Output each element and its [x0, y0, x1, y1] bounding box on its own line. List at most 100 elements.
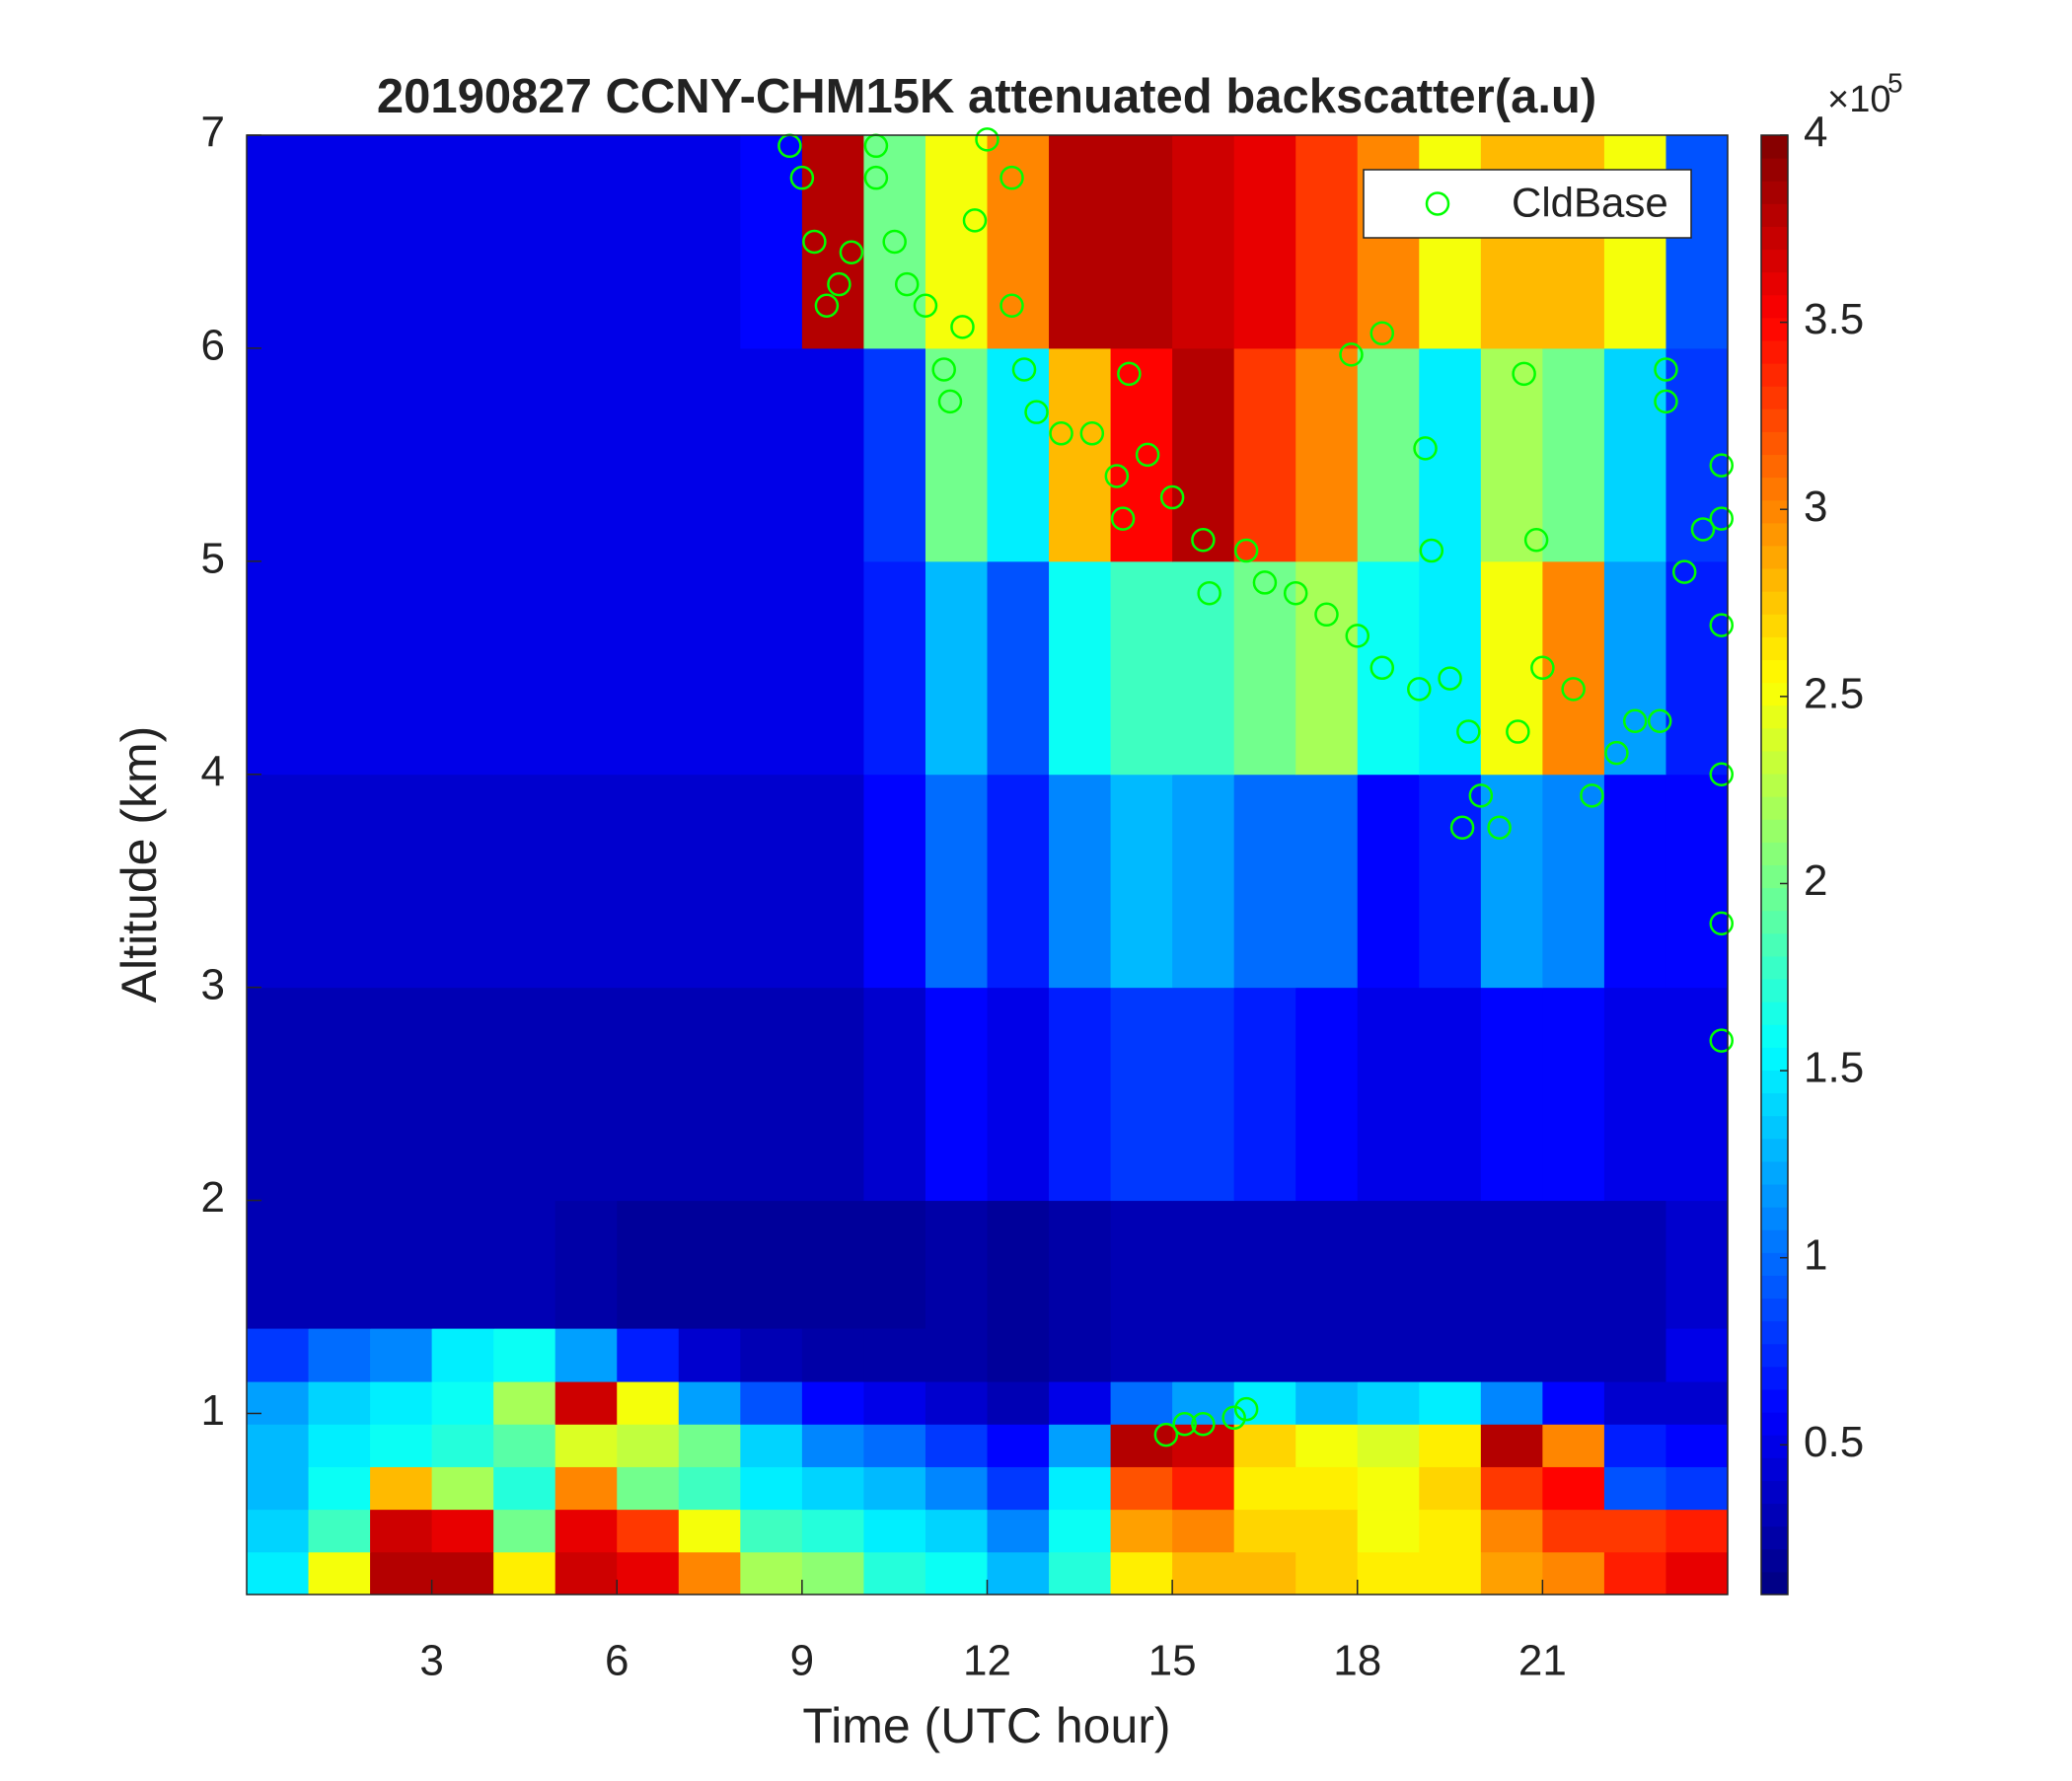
- colorbar-tick-label: 2.5: [1804, 669, 1864, 717]
- heatmap-cell: [801, 1466, 864, 1511]
- heatmap-cell: [1419, 774, 1482, 989]
- heatmap-cell: [1172, 1381, 1235, 1425]
- heatmap-cell: [247, 1328, 310, 1382]
- heatmap-cell: [370, 135, 433, 349]
- heatmap-cell: [1110, 987, 1173, 1202]
- heatmap-cell: [247, 1200, 310, 1329]
- cloud-base-point: [1191, 527, 1216, 553]
- cloud-base-point: [1449, 815, 1475, 840]
- heatmap-cell: [678, 987, 741, 1202]
- heatmap-cell: [493, 560, 556, 776]
- heatmap-cell: [1419, 135, 1482, 349]
- heatmap-cell: [1110, 1381, 1173, 1425]
- colorbar-step: [1761, 386, 1788, 409]
- colorbar-step: [1761, 1092, 1788, 1117]
- heatmap-cell: [801, 987, 864, 1202]
- heatmap-cell: [617, 560, 680, 776]
- cloud-base-point: [1487, 815, 1512, 840]
- heatmap-cell: [1357, 1424, 1420, 1467]
- heatmap-cell: [1480, 1200, 1543, 1329]
- heatmap-cell: [1480, 1509, 1543, 1553]
- cloud-base-point: [863, 165, 889, 190]
- heatmap-cell: [1603, 1200, 1666, 1329]
- colorbar-step: [1761, 1366, 1788, 1390]
- heatmap-cell: [431, 987, 494, 1202]
- colorbar-step: [1761, 135, 1788, 159]
- colorbar-step: [1761, 864, 1788, 889]
- colorbar-step: [1761, 545, 1788, 569]
- cloud-base-point: [1197, 580, 1221, 606]
- cloud-base-point: [1233, 538, 1259, 563]
- heatmap-cell: [493, 1200, 556, 1329]
- heatmap-cell: [1419, 1509, 1482, 1553]
- cloud-base-point: [931, 357, 956, 382]
- cloud-base-point: [1135, 442, 1160, 468]
- colorbar-step: [1761, 1252, 1788, 1276]
- heatmap-cell: [1295, 135, 1359, 349]
- heatmap-cell: [1233, 1328, 1296, 1382]
- heatmap-cell: [493, 135, 556, 349]
- colorbar-step: [1761, 979, 1788, 1002]
- heatmap-cell: [863, 1551, 926, 1595]
- heatmap-cell: [1603, 135, 1666, 349]
- cloud-base-point: [1654, 389, 1678, 414]
- cloud-base-point: [1654, 357, 1678, 382]
- y-tick-label: 5: [201, 534, 225, 582]
- heatmap-cell: [247, 135, 310, 349]
- heatmap-cell: [801, 1509, 864, 1553]
- heatmap-cell: [1049, 1509, 1112, 1553]
- heatmap-cell: [1357, 1328, 1420, 1382]
- heatmap-cell: [1542, 560, 1605, 776]
- heatmap-cell: [1172, 1328, 1235, 1382]
- cloud-base-point: [814, 293, 840, 318]
- heatmap-cell: [308, 1328, 371, 1382]
- heatmap-cell: [1542, 135, 1605, 349]
- heatmap-cell: [740, 1424, 803, 1467]
- cloud-base-point: [1530, 655, 1555, 681]
- cloud-base-point: [1104, 464, 1130, 488]
- heatmap-cell: [740, 987, 803, 1202]
- heatmap-cell: [1295, 1200, 1359, 1329]
- heatmap-cell: [1295, 1381, 1359, 1425]
- y-tick-label: 4: [201, 747, 225, 795]
- heatmap-cell: [1542, 1551, 1605, 1595]
- heatmap-cell: [1542, 1424, 1605, 1467]
- heatmap-cell: [1665, 1509, 1729, 1553]
- heatmap-cell: [308, 1551, 371, 1595]
- cloud-base-point: [1172, 1412, 1197, 1437]
- heatmap-cell: [1357, 135, 1420, 349]
- cloud-base-point: [1024, 400, 1049, 424]
- heatmap-cell: [308, 774, 371, 989]
- heatmap-cell: [740, 135, 803, 349]
- cloud-base-point: [1506, 719, 1530, 744]
- heatmap-cell: [493, 987, 556, 1202]
- colorbar-step: [1761, 636, 1788, 661]
- heatmap-cell: [925, 1328, 988, 1382]
- heatmap-cell: [740, 1509, 803, 1553]
- heatmap-cell: [1603, 1551, 1666, 1595]
- heatmap-cell: [431, 1424, 494, 1467]
- colorbar-step: [1761, 1184, 1788, 1208]
- cloud-base-point: [1233, 1396, 1259, 1422]
- colorbar-step: [1761, 1070, 1788, 1094]
- heatmap-cell: [1419, 1200, 1482, 1329]
- heatmap-cell: [617, 1466, 680, 1511]
- heatmap-cell: [801, 560, 864, 776]
- heatmap-cell: [1603, 987, 1666, 1202]
- colorbar-step: [1761, 819, 1788, 843]
- colorbar-step: [1761, 454, 1788, 479]
- heatmap-cell: [1172, 135, 1235, 349]
- heatmap-cell: [617, 1328, 680, 1382]
- colorbar-exponent: ×10: [1827, 79, 1890, 120]
- cloud-base-point: [894, 271, 920, 297]
- colorbar-step: [1761, 339, 1788, 364]
- heatmap-cell: [1357, 347, 1420, 562]
- heatmap-cell: [1357, 987, 1420, 1202]
- cloud-base-point: [1523, 527, 1549, 553]
- colorbar-step: [1761, 431, 1788, 456]
- cloud-base-point: [1345, 624, 1369, 648]
- cloud-base-point: [1671, 559, 1697, 584]
- cloud-base-point: [1709, 506, 1734, 531]
- cloud-base-point: [1191, 1412, 1216, 1437]
- heatmap-cell: [308, 1381, 371, 1425]
